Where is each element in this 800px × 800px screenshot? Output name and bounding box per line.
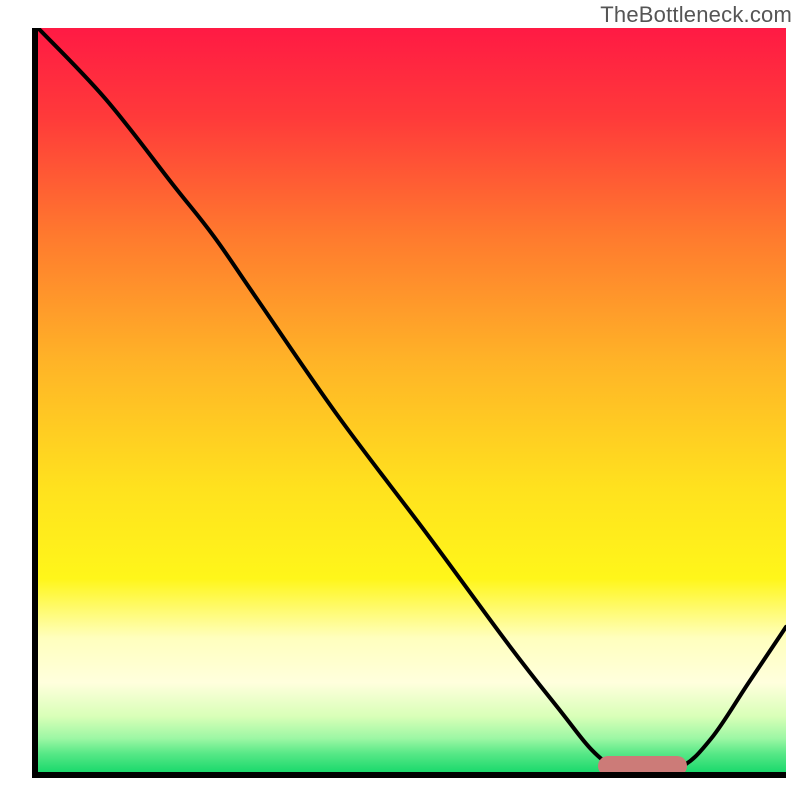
chart-plot-area [38,28,786,772]
frame-bottom [32,772,786,778]
chart-curve-layer [38,28,786,772]
bottleneck-curve [38,28,786,771]
optimal-range-marker [598,756,688,772]
frame-left [32,28,38,778]
watermark-text: TheBottleneck.com [600,2,792,28]
